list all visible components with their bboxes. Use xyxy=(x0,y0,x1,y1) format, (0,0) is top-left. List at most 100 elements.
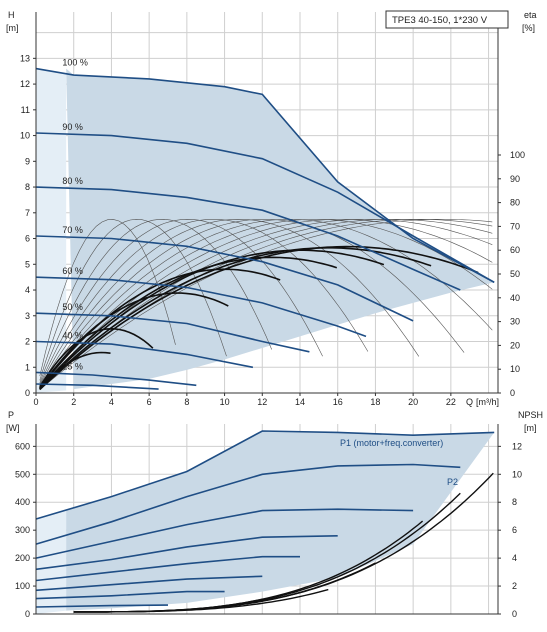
head-curve-1 xyxy=(35,132,495,283)
eff-curve-2 xyxy=(39,292,229,389)
speed-labels: 100 % 90 % 80 % 70 % 60 % 50 % 40 % 25 % xyxy=(62,58,88,372)
eff-curve-3 xyxy=(39,268,281,389)
npsh-tick-label-2: 4 xyxy=(512,553,517,563)
q-tick-label-5: 10 xyxy=(220,397,230,407)
h-tick-label-6: 6 xyxy=(25,234,30,244)
speed-label-0: 100 % xyxy=(62,58,88,68)
eta-tick-label-8: 80 xyxy=(510,198,520,208)
eta-tick-label-2: 20 xyxy=(510,340,520,350)
q-tick-label-6: 12 xyxy=(257,397,267,407)
p-axis-unit: [W] xyxy=(6,423,20,433)
q-tick-label-4: 8 xyxy=(184,397,189,407)
head-flow-panel: 100 %90 %80 %70 %60 %50 %40 %25 % 012345… xyxy=(20,12,525,407)
speed-label-7: 25 % xyxy=(62,361,83,371)
speed-label-5: 50 % xyxy=(62,302,83,312)
q-tick-label-1: 2 xyxy=(71,397,76,407)
power-curve-3 xyxy=(35,535,338,571)
eff-thin-5 xyxy=(39,218,420,387)
h-tick-label-7: 7 xyxy=(25,208,30,218)
eta-tick-label-3: 30 xyxy=(510,317,520,327)
h-tick-label-8: 8 xyxy=(25,182,30,192)
eff-thin-3 xyxy=(39,218,323,385)
h-tick-label-0: 0 xyxy=(25,388,30,398)
npsh-tick-label-1: 2 xyxy=(512,581,517,591)
eff-thin-4 xyxy=(39,219,369,386)
eff-thin-7 xyxy=(39,219,493,389)
h-tick-label-2: 2 xyxy=(25,337,30,347)
eta-axis-unit: [%] xyxy=(522,23,535,33)
h-tick-label-12: 12 xyxy=(20,79,30,89)
eta-tick-label-6: 60 xyxy=(510,245,520,255)
q-tick-label-2: 4 xyxy=(109,397,114,407)
p-tick-label-4: 400 xyxy=(15,497,30,507)
eff-thin-0 xyxy=(39,219,176,377)
title-text: TPE3 40-150, 1*230 V xyxy=(392,15,488,26)
q-tick-label-11: 22 xyxy=(446,397,456,407)
h-tick-label-4: 4 xyxy=(25,285,30,295)
eta-tick-label-7: 70 xyxy=(510,221,520,231)
power-curve-5 xyxy=(35,575,263,592)
eff-curve-4 xyxy=(39,256,338,390)
eta-axis-name: eta xyxy=(524,10,537,20)
power-curve-0 xyxy=(35,430,495,520)
eta-tick-label-10: 100 xyxy=(510,150,525,160)
npsh-tick-label-3: 6 xyxy=(512,525,517,535)
power-curves xyxy=(35,430,495,608)
power-curve-2 xyxy=(35,508,414,559)
head-curve-4 xyxy=(35,276,367,338)
power-curve-1 xyxy=(35,463,461,545)
p-tick-label-2: 200 xyxy=(15,553,30,563)
npsh-tick-label-5: 10 xyxy=(512,469,522,479)
title-box xyxy=(385,10,509,29)
q-tick-label-7: 14 xyxy=(295,397,305,407)
q-tick-label-10: 20 xyxy=(408,397,418,407)
npsh-curves xyxy=(73,472,494,613)
head-curve-2 xyxy=(35,186,461,291)
npsh-tick-label-0: 0 xyxy=(512,609,517,619)
speed-label-1: 90 % xyxy=(62,122,83,132)
power-curve-6 xyxy=(35,590,225,600)
eff-thin-8 xyxy=(39,219,493,389)
eta-tick-label-5: 50 xyxy=(510,269,520,279)
p-tick-label-5: 500 xyxy=(15,469,30,479)
eta-tick-label-4: 40 xyxy=(510,293,520,303)
power-npsh-panel: 0 100 200 300 400 500 600 0 2 4 6 8 10 12 xyxy=(15,424,522,619)
q-tick-label-9: 18 xyxy=(370,397,380,407)
h-axis-name: H xyxy=(8,10,15,20)
power-axes: 0 100 200 300 400 500 600 0 2 4 6 8 10 12 xyxy=(15,424,522,619)
h-axis-unit: [m] xyxy=(6,23,19,33)
q-axis-unit: [m³/h] xyxy=(476,397,499,407)
eff-thin-2 xyxy=(39,218,272,383)
eff-curve-6 xyxy=(39,247,432,390)
power-curve-7 xyxy=(35,604,169,608)
eff-curve-1 xyxy=(39,327,154,388)
head-curve-6 xyxy=(35,340,254,369)
p-tick-label-0: 0 xyxy=(25,609,30,619)
h-tick-label-10: 10 xyxy=(20,131,30,141)
speed-label-6: 40 % xyxy=(62,331,83,341)
head-curves xyxy=(35,67,495,390)
p-tick-label-3: 300 xyxy=(15,525,30,535)
h-tick-label-1: 1 xyxy=(25,362,30,372)
speed-label-4: 60 % xyxy=(62,266,83,276)
head-axes: 0123456789101112130102030405060708090100… xyxy=(20,12,525,407)
p1-label: P1 (motor+freq.converter) xyxy=(340,438,443,448)
speed-label-2: 80 % xyxy=(62,176,83,186)
q-tick-label-3: 6 xyxy=(147,397,152,407)
head-curve-8 xyxy=(35,383,159,390)
q-axis-name: Q xyxy=(466,397,473,407)
npsh-axis-unit: [m] xyxy=(524,423,537,433)
eff-thin-9 xyxy=(39,219,493,389)
p-axis-name: P xyxy=(8,410,14,420)
power-curve-4 xyxy=(35,555,300,582)
head-curve-3 xyxy=(35,235,414,322)
eff-curve-7 xyxy=(39,245,479,391)
region-light xyxy=(36,68,67,393)
npsh-tick-label-6: 12 xyxy=(512,441,522,451)
p2-label: P2 xyxy=(447,477,458,487)
eff-curve-5 xyxy=(39,249,385,390)
npsh-curve-5 xyxy=(73,472,494,613)
p-tick-label-1: 100 xyxy=(15,581,30,591)
eta-tick-label-1: 10 xyxy=(510,364,520,374)
head-curve-7 xyxy=(35,371,197,387)
